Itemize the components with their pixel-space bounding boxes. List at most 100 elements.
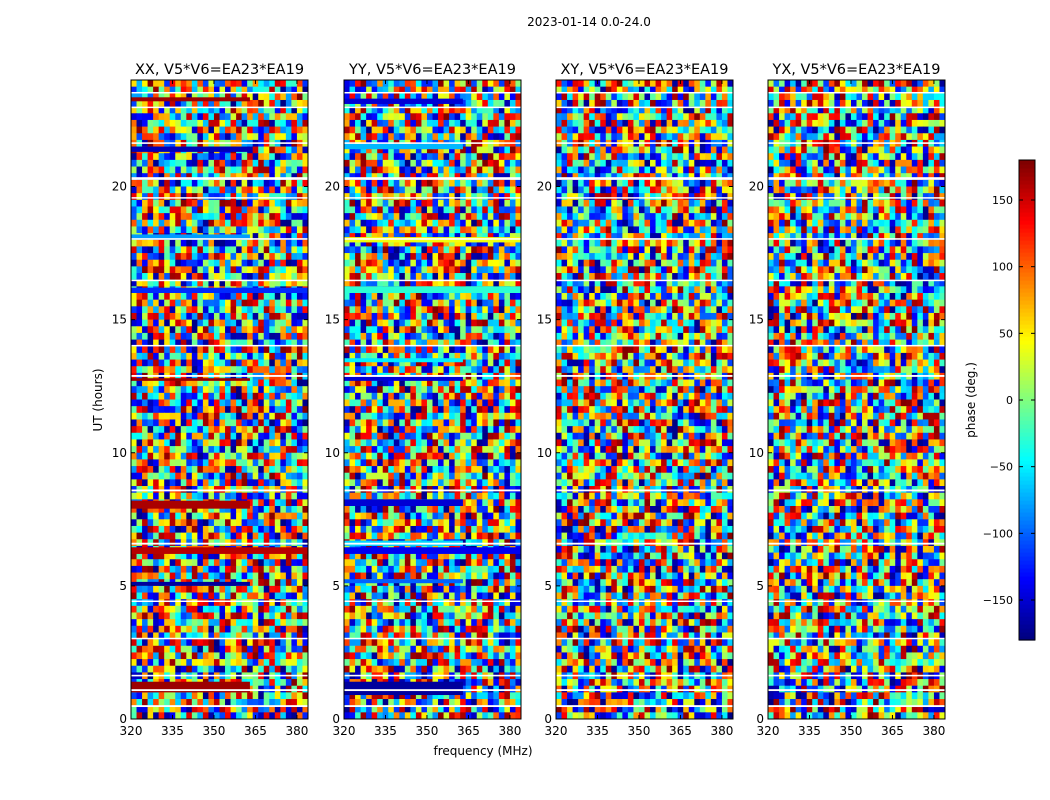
coherent-band xyxy=(131,97,250,102)
colorbar-step xyxy=(1019,300,1035,305)
colorbar-step xyxy=(1019,168,1035,173)
flagged-row xyxy=(131,142,308,144)
y-tick-label: 10 xyxy=(749,446,764,460)
colorbar-step xyxy=(1019,620,1035,625)
colorbar-step xyxy=(1019,248,1035,253)
panel-yx: YX, V5*V6=EA23*EA19 320 335 350 365 380 0 5 10 15… xyxy=(749,62,946,738)
colorbar-step xyxy=(1019,544,1035,549)
colorbar-step xyxy=(1019,452,1035,457)
coherent-band xyxy=(131,234,250,240)
flagged-row xyxy=(344,197,521,199)
colorbar-step xyxy=(1019,492,1035,497)
colorbar-step xyxy=(1019,472,1035,477)
colorbar-step xyxy=(1019,628,1035,633)
colorbar-tick-label: 100 xyxy=(992,261,1013,274)
flagged-row xyxy=(344,279,521,282)
x-tick-label: 320 xyxy=(120,724,143,738)
panel-title: XY, V5*V6=EA23*EA19 xyxy=(560,62,728,78)
colorbar-step xyxy=(1019,232,1035,237)
y-tick-label: 10 xyxy=(112,446,127,460)
colorbar-step xyxy=(1019,464,1035,469)
colorbar-step xyxy=(1019,516,1035,521)
coherent-band xyxy=(344,358,463,363)
coherent-band xyxy=(344,143,463,150)
x-axis-label: frequency (MHz) xyxy=(433,744,532,758)
y-axis-label: UT (hours) xyxy=(91,368,105,431)
x-tick-label: 380 xyxy=(498,724,521,738)
panel-xx: XX, V5*V6=EA23*EA19 320 335 350 365 380 0 5 10 15… xyxy=(112,62,309,738)
coherent-band xyxy=(131,581,250,586)
colorbar-step xyxy=(1019,532,1035,537)
colorbar-step xyxy=(1019,512,1035,517)
phase-image xyxy=(556,80,733,719)
flagged-row xyxy=(556,489,733,492)
y-tick-label: 5 xyxy=(332,579,340,593)
flagged-row xyxy=(344,705,521,708)
flagged-row xyxy=(344,689,521,692)
colorbar-step xyxy=(1019,264,1035,269)
colorbar-step xyxy=(1019,524,1035,529)
y-tick-label: 0 xyxy=(332,712,340,726)
colorbar-step xyxy=(1019,572,1035,577)
x-tick-label: 365 xyxy=(669,724,692,738)
colorbar-step xyxy=(1019,276,1035,281)
colorbar-step xyxy=(1019,580,1035,585)
colorbar-step xyxy=(1019,228,1035,233)
colorbar-step xyxy=(1019,476,1035,481)
coherent-band xyxy=(131,500,250,509)
colorbar-step xyxy=(1019,364,1035,369)
y-tick-label: 0 xyxy=(119,712,127,726)
colorbar-step xyxy=(1019,636,1035,641)
flagged-row xyxy=(131,91,308,94)
y-tick-label: 5 xyxy=(544,579,552,593)
colorbar-step xyxy=(1019,404,1035,409)
colorbar-step xyxy=(1019,424,1035,429)
colorbar-step xyxy=(1019,380,1035,385)
y-tick-label: 0 xyxy=(756,712,764,726)
colorbar-step xyxy=(1019,484,1035,489)
colorbar-step xyxy=(1019,272,1035,277)
panel-frame xyxy=(555,79,734,720)
colorbar-step xyxy=(1019,200,1035,205)
colorbar-step xyxy=(1019,460,1035,465)
phase-image xyxy=(131,80,308,719)
colorbar-step xyxy=(1019,608,1035,613)
flagged-row xyxy=(556,142,733,144)
colorbar-step xyxy=(1019,556,1035,561)
colorbar-tick-label: 150 xyxy=(992,194,1013,207)
colorbar-step xyxy=(1019,208,1035,213)
flagged-row xyxy=(131,689,308,692)
colorbar-step xyxy=(1019,412,1035,417)
x-tick-label: 320 xyxy=(757,724,780,738)
colorbar-step xyxy=(1019,396,1035,401)
flagged-row xyxy=(768,197,945,199)
colorbar-tick-label: 0 xyxy=(1006,394,1013,407)
x-tick-label: 365 xyxy=(881,724,904,738)
colorbar-step xyxy=(1019,220,1035,225)
flagged-row xyxy=(556,705,733,708)
panels-group: XX, V5*V6=EA23*EA19 320 335 350 365 380 0 5 10 15… xyxy=(112,62,946,738)
colorbar-step xyxy=(1019,196,1035,201)
colorbar-step xyxy=(1019,564,1035,569)
coherent-band xyxy=(131,146,250,152)
colorbar-step xyxy=(1019,416,1035,421)
coherent-band xyxy=(344,579,463,584)
panel-yy: YY, V5*V6=EA23*EA19 320 335 350 365 380 0 5 10 15… xyxy=(325,62,522,738)
coherent-band xyxy=(131,287,308,293)
flagged-row xyxy=(131,489,308,492)
flagged-row xyxy=(768,238,945,240)
colorbar-tick-label: −100 xyxy=(983,527,1013,540)
flagged-row xyxy=(344,91,521,94)
colorbar-step xyxy=(1019,480,1035,485)
flagged-row xyxy=(768,600,945,603)
y-tick-label: 20 xyxy=(325,180,340,194)
coherent-band xyxy=(344,547,521,554)
colorbar-step xyxy=(1019,444,1035,449)
flagged-row xyxy=(556,375,733,377)
flagged-row xyxy=(768,689,945,692)
phase-image xyxy=(768,80,945,719)
panel-title: XX, V5*V6=EA23*EA19 xyxy=(135,62,304,78)
colorbar-step xyxy=(1019,436,1035,441)
colorbar-step xyxy=(1019,612,1035,617)
flagged-row xyxy=(344,106,521,109)
